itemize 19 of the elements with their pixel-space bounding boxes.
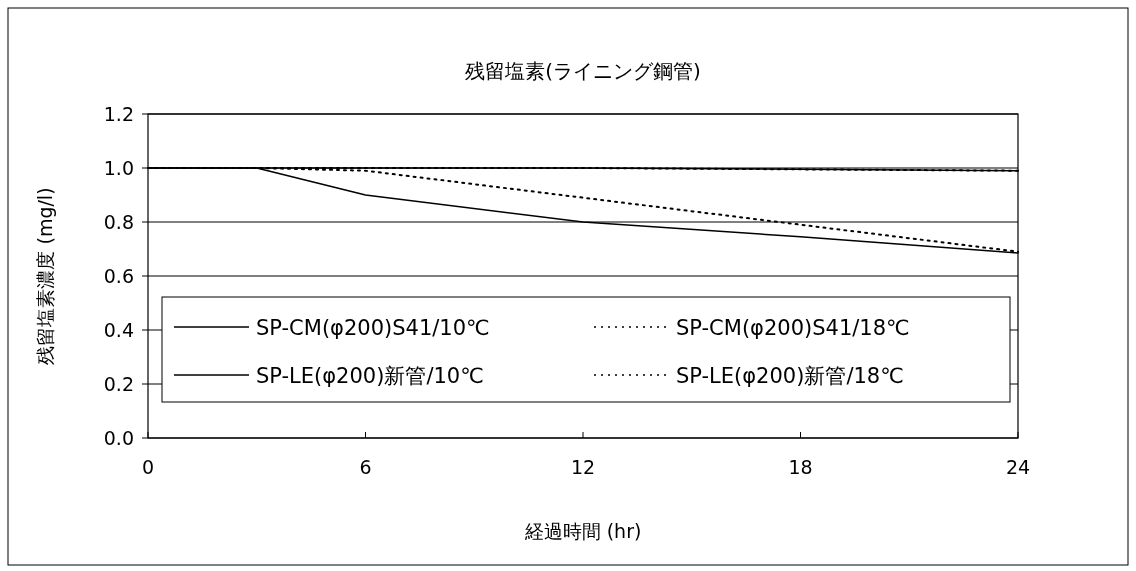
y-tick-label: 0.4 — [103, 319, 134, 341]
y-tick-label: 0.6 — [103, 265, 134, 287]
y-tick-label: 1.0 — [103, 157, 134, 179]
x-tick-label: 12 — [570, 456, 596, 478]
x-axis-title: 経過時間 (hr) — [523, 520, 642, 542]
y-tick-label: 0.2 — [103, 373, 134, 395]
legend-label: SP-LE(φ200)新管/10℃ — [256, 364, 484, 388]
legend-label: SP-CM(φ200)S41/18℃ — [676, 316, 910, 340]
x-tick-label: 6 — [359, 456, 372, 478]
y-tick-label: 0.0 — [103, 427, 134, 449]
y-tick-label: 1.2 — [103, 103, 134, 125]
x-tick-label: 18 — [788, 456, 813, 478]
legend-label: SP-CM(φ200)S41/10℃ — [256, 316, 490, 340]
y-tick-label: 0.8 — [103, 211, 134, 233]
chart-title: 残留塩素(ライニング鋼管) — [465, 59, 701, 83]
y-axis-title: 残留塩素濃度 (mg/l) — [34, 187, 56, 365]
legend-label: SP-LE(φ200)新管/18℃ — [676, 364, 904, 388]
x-tick-label: 24 — [1005, 456, 1031, 478]
x-tick-label: 0 — [141, 456, 155, 478]
